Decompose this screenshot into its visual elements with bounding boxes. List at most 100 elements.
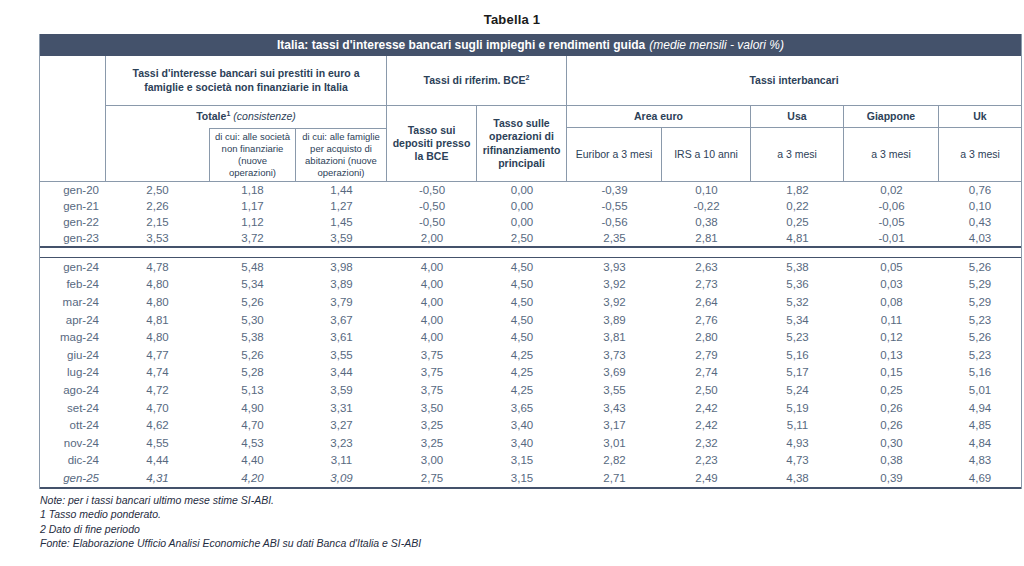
value-cell: 3,81 [567, 331, 662, 343]
value-cell: 1,18 [209, 184, 296, 196]
value-cell: 2,64 [662, 296, 751, 308]
value-cell: 0,22 [751, 200, 844, 212]
value-cell: 3,09 [296, 472, 387, 484]
value-cell: 3,69 [567, 366, 662, 378]
value-cell: 3,75 [387, 349, 477, 361]
value-cell: -0,50 [387, 184, 477, 196]
value-cell: 3,43 [567, 402, 662, 414]
value-cell: 4,80 [106, 331, 209, 343]
value-cell: 3,15 [477, 472, 567, 484]
header-totale: Totale1(consistenze) [106, 106, 387, 128]
value-cell: 3,15 [477, 454, 567, 466]
value-cell: 5,26 [209, 296, 296, 308]
note-line: Note: per i tassi bancari ultimo mese st… [40, 493, 1024, 508]
value-cell: 2,26 [106, 200, 209, 212]
value-cell: 3,25 [387, 419, 477, 431]
value-cell: 4,77 [106, 349, 209, 361]
value-cell: 5,17 [751, 366, 844, 378]
table-row: gen-233,533,723,592,002,502,352,814,81-0… [40, 230, 1021, 246]
table-row: gen-212,261,171,27-0,500,00-0,55-0,220,2… [40, 198, 1021, 214]
header-blank-cell [40, 56, 106, 181]
value-cell: 5,19 [751, 402, 844, 414]
value-cell: 4,73 [751, 454, 844, 466]
value-cell: 4,72 [106, 384, 209, 396]
table-header: Tassi d'interesse bancari sui prestiti i… [40, 56, 1021, 182]
table-row: mag-244,805,383,614,004,503,812,805,230,… [40, 328, 1021, 346]
value-cell: 5,23 [751, 331, 844, 343]
value-cell: 0,11 [844, 314, 939, 326]
value-cell: 4,50 [477, 296, 567, 308]
value-cell: -0,01 [844, 232, 939, 244]
value-cell: 0,30 [844, 437, 939, 449]
value-cell: 3,59 [296, 384, 387, 396]
row-label: giu-24 [40, 349, 106, 361]
value-cell: 0,10 [939, 200, 1021, 212]
row-label: apr-24 [40, 314, 106, 326]
table-row: gen-222,151,121,45-0,500,00-0,560,380,25… [40, 214, 1021, 230]
value-cell: 2,15 [106, 216, 209, 228]
value-cell: 4,80 [106, 278, 209, 290]
value-cell: 4,50 [477, 261, 567, 273]
value-cell: 0,05 [844, 261, 939, 273]
value-cell: 2,50 [662, 384, 751, 396]
value-cell: 4,69 [939, 472, 1021, 484]
row-label: ott-24 [40, 419, 106, 431]
value-cell: 0,02 [844, 184, 939, 196]
value-cell: 2,42 [662, 402, 751, 414]
value-cell: 1,44 [296, 184, 387, 196]
value-cell: 4,78 [106, 261, 209, 273]
value-cell: 2,35 [567, 232, 662, 244]
table-row: lug-244,745,283,443,754,253,692,745,170,… [40, 364, 1021, 382]
value-cell: 3,23 [296, 437, 387, 449]
value-cell: 4,84 [939, 437, 1021, 449]
value-cell: 2,81 [662, 232, 751, 244]
block-separator [40, 248, 1021, 257]
value-cell: 3,55 [567, 384, 662, 396]
value-cell: 4,44 [106, 454, 209, 466]
value-cell: 0,08 [844, 296, 939, 308]
row-label: mag-24 [40, 331, 106, 343]
value-cell: 3,92 [567, 278, 662, 290]
value-cell: 2,32 [662, 437, 751, 449]
row-label: mar-24 [40, 296, 106, 308]
value-cell: 0,00 [477, 216, 567, 228]
value-cell: 4,40 [209, 454, 296, 466]
value-cell: 5,29 [939, 296, 1021, 308]
value-cell: 2,50 [106, 184, 209, 196]
value-cell: 4,00 [387, 296, 477, 308]
header-famiglie: di cui: alle famiglie per acquisto di ab… [296, 128, 387, 181]
value-cell: 1,82 [751, 184, 844, 196]
value-cell: 4,25 [477, 366, 567, 378]
value-cell: 4,80 [106, 296, 209, 308]
value-cell: 3,40 [477, 437, 567, 449]
table-row: gen-254,314,203,092,753,152,712,494,380,… [40, 469, 1021, 487]
value-cell: 5,13 [209, 384, 296, 396]
value-cell: 5,28 [209, 366, 296, 378]
value-cell: 4,50 [477, 314, 567, 326]
value-cell: 3,01 [567, 437, 662, 449]
value-cell: 3,40 [477, 419, 567, 431]
value-cell: 0,15 [844, 366, 939, 378]
value-cell: 3,17 [567, 419, 662, 431]
value-cell: 4,38 [751, 472, 844, 484]
table-row: mar-244,805,263,794,004,503,922,645,320,… [40, 293, 1021, 311]
value-cell: 0,25 [751, 216, 844, 228]
value-cell: 4,31 [106, 472, 209, 484]
row-label: nov-24 [40, 437, 106, 449]
value-cell: 5,01 [939, 384, 1021, 396]
value-cell: 4,70 [209, 419, 296, 431]
footnotes: Note: per i tassi bancari ultimo mese st… [40, 493, 1024, 551]
value-cell: 3,50 [387, 402, 477, 414]
row-label: gen-25 [40, 472, 106, 484]
table-row: gen-202,501,181,44-0,500,00-0,390,101,82… [40, 182, 1021, 198]
value-cell: 2,23 [662, 454, 751, 466]
value-cell: 2,76 [662, 314, 751, 326]
value-cell: 2,80 [662, 331, 751, 343]
value-cell: 4,74 [106, 366, 209, 378]
value-cell: 4,00 [387, 261, 477, 273]
row-label: lug-24 [40, 366, 106, 378]
rates-table: Italia: tassi d'interesse bancari sugli … [39, 34, 1022, 489]
header-societa: di cui: alle società non finanziarie (nu… [209, 128, 296, 181]
value-cell: 0,38 [844, 454, 939, 466]
value-cell: 3,59 [296, 232, 387, 244]
